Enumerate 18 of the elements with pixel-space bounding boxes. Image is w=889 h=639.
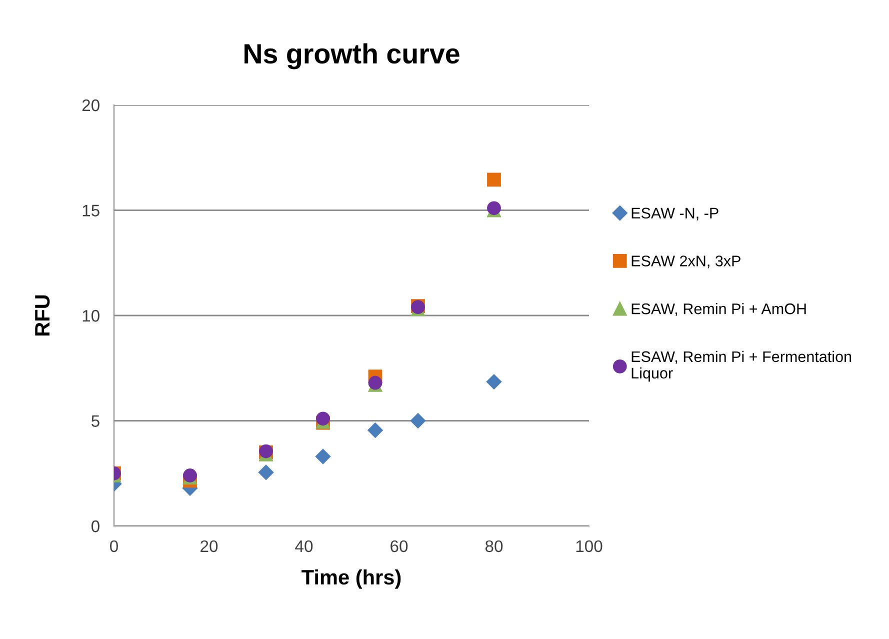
y-axis-title: RFU <box>35 295 50 336</box>
x-tick-label: 100 <box>576 540 602 552</box>
chart-title: Ns growth curve <box>244 43 460 70</box>
y-tick-label: 5 <box>92 415 100 427</box>
legend-label: ESAW 2xN, 3xP <box>632 256 740 268</box>
x-tick-label: 60 <box>390 540 408 552</box>
y-tick-label: 0 <box>91 520 100 532</box>
legend-label: ESAW, Remin Pi + Fermentation Liquor <box>632 350 852 382</box>
x-tick-label: 0 <box>110 540 118 552</box>
y-tick-label: 15 <box>82 204 100 216</box>
y-tick-label: 20 <box>82 99 100 112</box>
x-tick-label: 80 <box>485 540 503 552</box>
legend-label: ESAW, Remin Pi + AmOH <box>632 303 806 316</box>
legend-label: ESAW -N, -P <box>632 208 718 220</box>
x-tick-label: 20 <box>200 540 218 552</box>
x-tick-label: 40 <box>295 540 313 552</box>
y-tick-label: 10 <box>82 310 100 322</box>
x-axis-title: Time (hrs) <box>302 569 401 589</box>
